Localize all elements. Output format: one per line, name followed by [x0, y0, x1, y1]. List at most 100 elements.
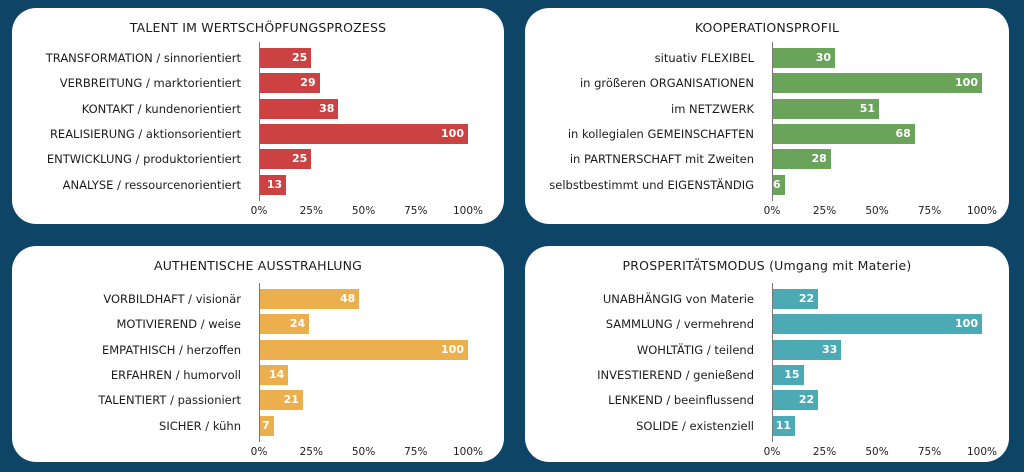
bar: [772, 174, 785, 195]
x-tick-label: 75%: [404, 204, 428, 217]
x-tick-label: 0%: [250, 445, 268, 458]
x-tick-label: 75%: [917, 204, 942, 217]
bar: [772, 149, 831, 170]
bar-value-label: 100: [441, 342, 464, 356]
category-label: im NETZWERK: [671, 101, 754, 116]
bar: [259, 98, 339, 119]
category-label: in kollegialen GEMEINSCHAFTEN: [567, 126, 754, 141]
bar: [259, 123, 468, 144]
chart-title: AUTHENTISCHE AUSSTRAHLUNG: [153, 258, 363, 273]
bar-value-label: 51: [859, 101, 876, 115]
chart-card: TALENT IM WERTSCHÖPFUNGSPROZESS: [12, 8, 504, 224]
y-axis-line: [259, 42, 260, 201]
category-label: EMPATHISCH / herzoffen: [101, 342, 241, 357]
x-tick-label: 100%: [452, 445, 484, 458]
x-tick-label: 25%: [812, 204, 837, 217]
bar: [772, 98, 880, 119]
x-tick-label: 50%: [351, 204, 376, 217]
bar-value-label: 100: [955, 76, 978, 90]
y-axis-line: [772, 42, 773, 201]
bar-value-label: 14: [268, 367, 285, 381]
bar: [259, 174, 287, 195]
category-label: situativ FLEXIBEL: [654, 51, 754, 65]
bar: [772, 289, 819, 309]
category-label: TALENTIERT / passioniert: [98, 393, 241, 408]
bar-value-label: 13: [266, 177, 283, 191]
category-label: LENKEND / beeinflussend: [608, 393, 754, 408]
bar-value-label: 22: [798, 393, 815, 407]
chart-title: PROSPERITÄTSMODUS (Umgang mit Materie): [622, 258, 912, 273]
bar-value-label: 29: [300, 76, 316, 90]
category-label: ERFAHREN / humorvoll: [110, 367, 241, 382]
category-label: ENTWICKLUNG / produktorientiert: [46, 152, 241, 167]
x-tick-label: 75%: [404, 445, 428, 458]
category-label: SICHER / kühn: [159, 418, 241, 433]
category-label: KONTAKT / kundenorientiert: [81, 101, 241, 116]
bar-value-label: 25: [291, 152, 308, 166]
bar: [259, 289, 360, 309]
x-tick-label: 0%: [763, 204, 781, 217]
bar-value-label: 7: [261, 418, 270, 432]
x-tick-label: 100%: [966, 204, 998, 217]
bar: [259, 415, 274, 436]
bar: [259, 48, 312, 68]
category-label: in größeren ORGANISATIONEN: [579, 76, 754, 91]
x-tick-label: 100%: [966, 445, 998, 458]
bar-value-label: 25: [291, 51, 308, 64]
bar-value-label: 38: [319, 101, 335, 115]
category-label: MOTIVIEREND / weise: [116, 317, 241, 332]
category-label: WOHLTÄTIG / teilend: [636, 342, 754, 357]
y-axis-line: [259, 283, 260, 442]
x-tick-label: 75%: [917, 445, 942, 458]
chart-card: PROSPERITÄTSMODUS (Umgang mit Materie): [525, 246, 1009, 462]
bar: [259, 390, 303, 411]
chart-card: KOOPERATIONSPROFIL: [525, 8, 1009, 224]
bar: [772, 390, 819, 411]
bar-value-label: 28: [811, 152, 827, 166]
category-label: REALISIERUNG / aktionsorientiert: [49, 126, 241, 141]
bar-value-label: 15: [784, 367, 800, 381]
category-label: in PARTNERSCHAFT mit Zweiten: [569, 152, 754, 167]
bar: [259, 364, 289, 385]
bar-value-label: 21: [283, 393, 299, 407]
bar-value-label: 24: [289, 317, 306, 331]
x-tick-label: 0%: [763, 445, 781, 458]
bar: [772, 73, 982, 94]
bar: [772, 339, 842, 360]
chart-title: TALENT IM WERTSCHÖPFUNGSPROZESS: [129, 20, 387, 35]
category-label: SAMMLUNG / vermehrend: [605, 317, 754, 332]
category-label: UNABHÄNGIG von Materie: [602, 292, 754, 306]
x-tick-label: 0%: [250, 204, 268, 217]
category-label: ANALYSE / ressourcenorientiert: [62, 177, 241, 192]
bar-value-label: 68: [895, 126, 911, 140]
bar: [772, 48, 835, 68]
x-tick-label: 25%: [299, 445, 323, 458]
category-label: TRANSFORMATION / sinnorientiert: [45, 51, 241, 65]
bar-value-label: 48: [340, 292, 356, 305]
x-tick-label: 25%: [812, 445, 837, 458]
bar-value-label: 100: [955, 317, 978, 331]
bar: [772, 415, 796, 436]
category-label: SOLIDE / existenziell: [636, 418, 754, 433]
bar-value-label: 33: [821, 342, 838, 356]
bar-value-label: 100: [441, 126, 464, 140]
bar: [259, 314, 310, 335]
category-label: selbstbestimmt und EIGENSTÄNDIG: [549, 177, 754, 192]
x-tick-label: 50%: [865, 445, 889, 458]
chart-title: KOOPERATIONSPROFIL: [694, 20, 840, 35]
bar: [772, 314, 982, 335]
bar-value-label: 30: [815, 51, 831, 64]
bar-value-label: 22: [798, 292, 815, 305]
bar-value-label: 11: [775, 418, 792, 432]
bar: [259, 149, 312, 170]
category-label: VORBILDHAFT / visionär: [103, 292, 241, 306]
category-label: INVESTIEREND / genießend: [597, 367, 754, 382]
bar-value-label: 6: [772, 177, 781, 191]
y-axis-line: [772, 283, 773, 442]
x-tick-label: 100%: [452, 204, 484, 217]
x-tick-label: 50%: [865, 204, 889, 217]
bar: [259, 339, 468, 360]
x-tick-label: 50%: [351, 445, 376, 458]
category-label: VERBREITUNG / marktorientiert: [59, 76, 241, 91]
